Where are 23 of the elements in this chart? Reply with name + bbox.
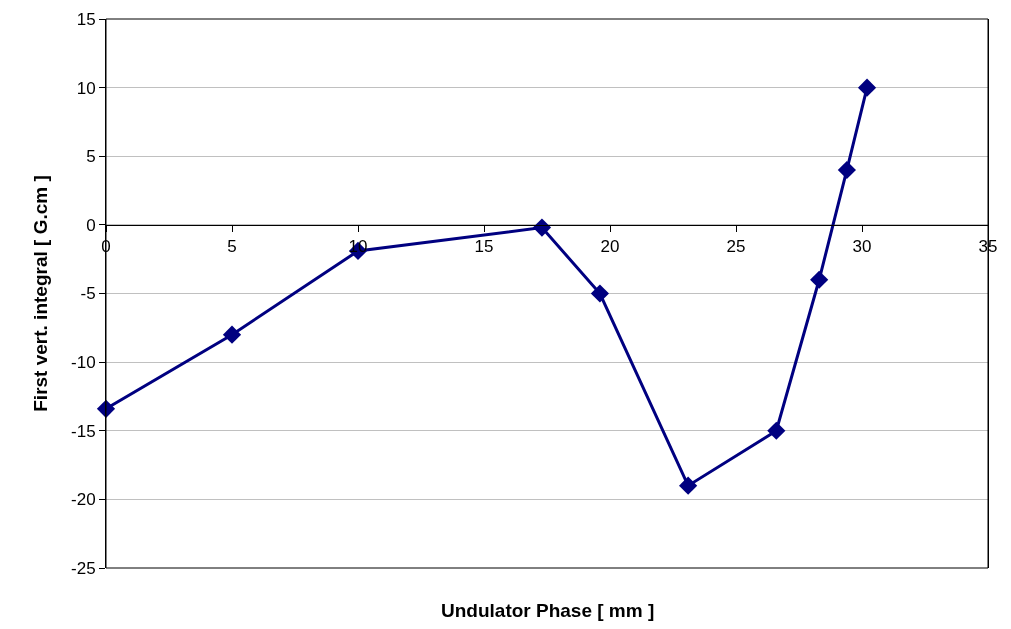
y-tick-label: 15 bbox=[76, 9, 96, 29]
point bbox=[767, 421, 786, 440]
y-tick-label: 5 bbox=[86, 147, 96, 167]
x-tick-label: 15 bbox=[474, 237, 494, 257]
x-tick-label: 5 bbox=[227, 237, 237, 257]
y-tick-label: -15 bbox=[71, 421, 96, 441]
y-tick-label: -5 bbox=[80, 284, 96, 304]
point bbox=[857, 78, 877, 97]
point bbox=[810, 270, 829, 289]
y-tick-label: -20 bbox=[71, 490, 96, 510]
x-axis-title: Undulator Phase [ mm ] bbox=[441, 600, 655, 621]
x-tick-label: 25 bbox=[726, 237, 746, 257]
x-tick-label: 20 bbox=[600, 237, 620, 257]
point bbox=[837, 160, 856, 180]
y-tick-label: -10 bbox=[71, 353, 96, 373]
x-tick-label: 30 bbox=[852, 237, 872, 257]
point bbox=[222, 325, 242, 344]
y-tick-label: -25 bbox=[71, 558, 96, 578]
point bbox=[679, 476, 698, 495]
y-tick-label: 10 bbox=[76, 78, 96, 98]
point bbox=[590, 284, 610, 303]
y-axis-title: First vert. integral [ G.cm ] bbox=[29, 175, 51, 412]
y-tick-label: 0 bbox=[86, 215, 96, 235]
